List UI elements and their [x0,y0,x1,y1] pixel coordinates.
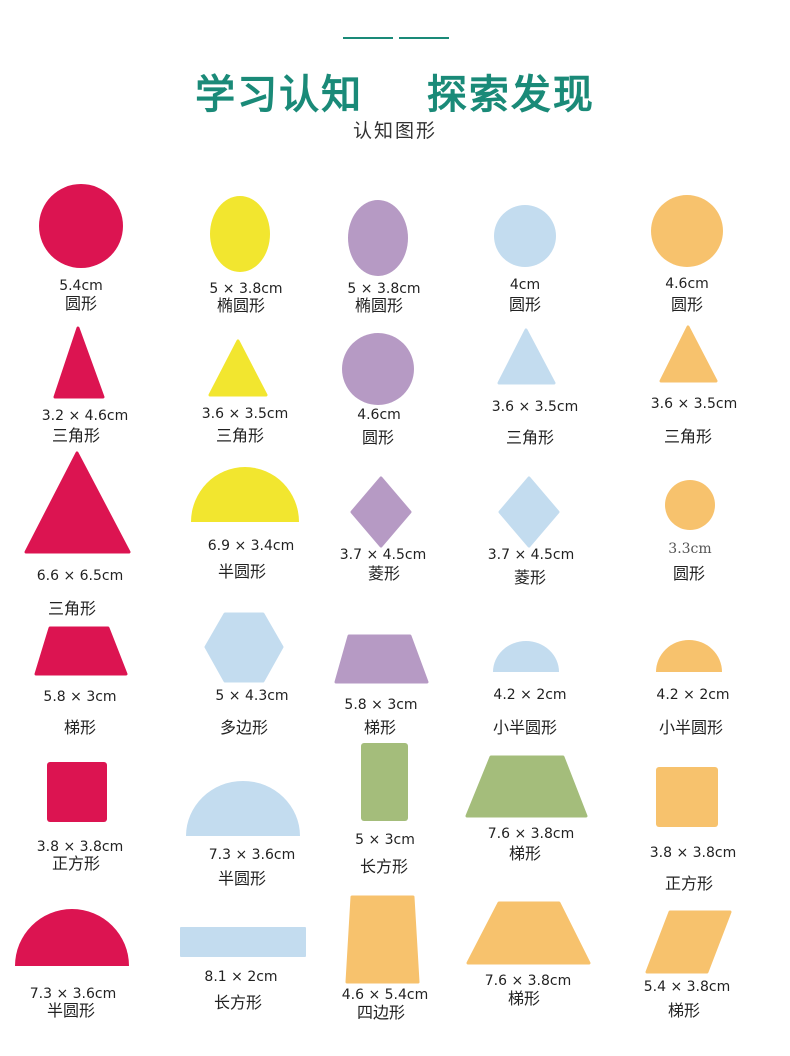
shape-dimension-label: 6.9 × 3.4cm [207,538,295,554]
shape-name-label: 四边形 [356,1003,405,1022]
shape-dimension-label: 5.4 × 3.8cm [643,979,731,995]
shape-dimension-label: 4.2 × 2cm [656,687,730,703]
triangle-shape [24,451,131,554]
shape-name-label: 三角形 [51,426,100,445]
shape-name-label: 菱形 [367,564,400,583]
semicircle-shape [493,641,559,672]
shape-dimension-label: 7.3 × 3.6cm [208,847,296,863]
shape-dimension-label: 5.8 × 3cm [43,689,117,705]
shape-name-label: 圆形 [670,295,703,314]
shape-name-label: 小半圆形 [492,718,557,737]
page-subtitle: 认知图形 [352,120,437,142]
shape-name-label: 小半圆形 [658,718,723,737]
ellipse-shape [348,200,408,276]
shape-dimension-label: 7.6 × 3.8cm [484,973,572,989]
shape-name-label: 半圆形 [217,562,266,581]
shape-dimension-label: 7.6 × 3.8cm [487,826,575,842]
shape-dimension-label: 6.6 × 6.5cm [36,568,124,584]
shape-name-label: 梯形 [63,718,96,737]
shape-name-label: 长方形 [359,857,408,876]
ellipse-shape [210,196,270,272]
shape-name-label: 正方形 [51,854,100,873]
shape-name-label: 圆形 [64,294,97,313]
trapezoid-shape [34,626,128,676]
hexagon-shape [204,612,284,683]
shape-name-label: 长方形 [213,993,262,1012]
triangle-shape [53,326,105,399]
trapezoid-shape [334,634,429,684]
shape-name-label: 半圆形 [217,869,266,888]
circle-shape [665,480,715,530]
semicircle-shape [15,909,129,966]
shape-dimension-label: 4cm [509,277,541,293]
shape-dimension-label: 5.4cm [59,278,103,294]
shape-dimension-label: 5 × 3cm [355,832,415,848]
decorative-line-left [343,37,393,39]
triangle-shape [659,325,718,383]
quadrilateral-shape [345,895,420,984]
shape-name-label: 三角形 [663,427,712,446]
shape-dimension-label: 4.6cm [357,407,401,423]
shape-name-label: 梯形 [363,718,396,737]
trapezoid-shape [466,901,591,965]
circle-shape [342,333,414,405]
shape-dimension-label: 3.2 × 4.6cm [41,408,129,424]
shape-name-label: 圆形 [508,295,541,314]
semicircle-shape [186,781,300,836]
square-shape [656,767,718,827]
circle-shape [39,184,123,268]
shape-dimension-label: 3.8 × 3.8cm [36,839,124,855]
trapezoid-shape [465,755,588,818]
rhombus-shape [498,476,560,548]
rectangle-shape [361,743,408,821]
shape-name-label: 圆形 [672,564,705,583]
shape-dimension-label: 3.7 × 4.5cm [339,547,427,563]
square-shape [47,762,107,822]
shape-dimension-label: 3.7 × 4.5cm [487,547,575,563]
shape-name-label: 多边形 [219,718,268,737]
triangle-shape [497,328,556,385]
triangle-shape [208,339,268,397]
shape-dimension-label: 5.8 × 3cm [344,697,418,713]
shape-dimension-label: 4.6 × 5.4cm [341,987,429,1003]
shape-dimension-label: 3.8 × 3.8cm [649,845,737,861]
parallelogram-shape [645,910,732,974]
shape-name-label: 梯形 [507,989,540,1008]
semicircle-shape [191,467,299,522]
shape-dimension-label: 7.3 × 3.6cm [29,986,117,1002]
shape-dimension-label: 3.3cm [668,541,712,557]
shape-name-label: 半圆形 [46,1001,95,1020]
shape-name-label: 椭圆形 [354,296,403,315]
shape-dimension-label: 5 × 3.8cm [209,281,283,297]
semicircle-shape [656,640,722,672]
shape-name-label: 三角形 [215,426,264,445]
shape-dimension-label: 3.6 × 3.5cm [650,396,738,412]
rectangle-shape [180,927,306,957]
shape-dimension-label: 8.1 × 2cm [204,969,278,985]
shape-dimension-label: 3.6 × 3.5cm [491,399,579,415]
shape-dimension-label: 3.6 × 3.5cm [201,406,289,422]
shape-dimension-label: 4.6cm [665,276,709,292]
circle-shape [651,195,723,267]
circle-shape [494,205,556,267]
shape-name-label: 圆形 [361,428,394,447]
shape-name-label: 正方形 [664,874,713,893]
shape-name-label: 菱形 [513,568,546,587]
shape-name-label: 三角形 [505,428,554,447]
shape-name-label: 梯形 [667,1001,700,1020]
shape-name-label: 三角形 [47,599,96,618]
shape-dimension-label: 5 × 4.3cm [215,688,289,704]
shape-name-label: 椭圆形 [216,296,265,315]
shape-dimension-label: 5 × 3.8cm [347,281,421,297]
shape-name-label: 梯形 [508,844,541,863]
decorative-line-right [399,37,449,39]
rhombus-shape [350,476,412,548]
page-title: 学习认知 探索发现 [195,72,595,118]
shape-dimension-label: 4.2 × 2cm [493,687,567,703]
